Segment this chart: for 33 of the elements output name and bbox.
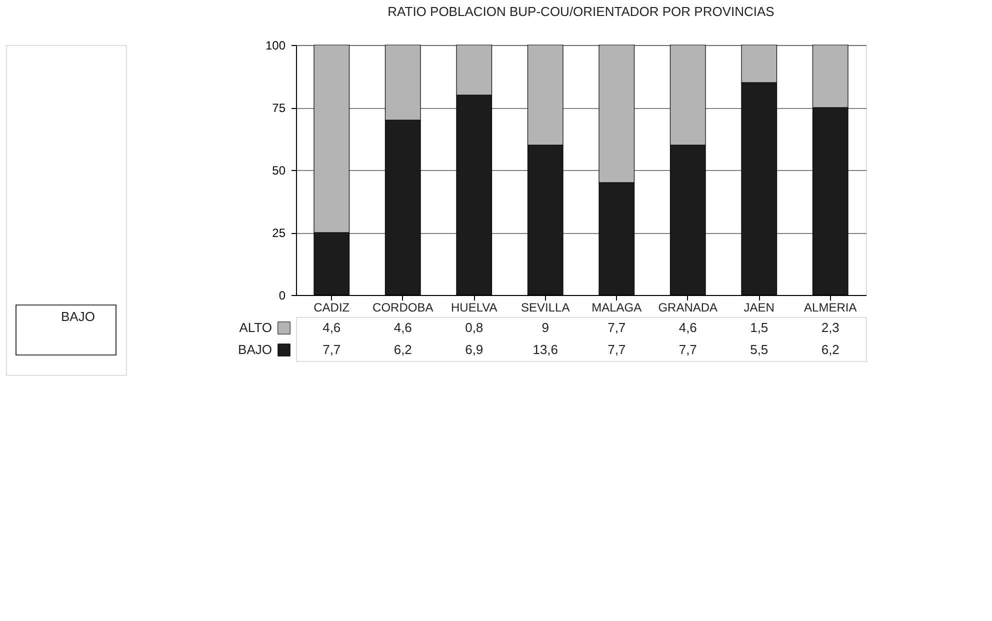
x-tick-label: HUELVA [451, 300, 498, 314]
y-tick-label: 50 [272, 164, 286, 178]
legend-label: BAJO [238, 342, 272, 357]
text: 1,5 [750, 320, 768, 335]
text: 7,7 [322, 342, 341, 357]
text: 5,5 [750, 342, 768, 357]
text: 0,8 [465, 320, 484, 335]
text: 2,3 [821, 320, 840, 335]
text: BAJO [61, 309, 95, 324]
x-tick-label: CADIZ [314, 300, 350, 314]
y-tick-label: 25 [272, 226, 286, 240]
text: 6,2 [394, 342, 412, 357]
x-tick-label: ALMERIA [804, 300, 857, 314]
legend-label: ALTO [239, 320, 272, 335]
text: 7,7 [608, 342, 626, 357]
y-tick-label: 75 [272, 101, 286, 115]
chart-title: RATIO POBLACION BUP-COU/ORIENTADOR POR PROVINCIAS [388, 4, 775, 19]
x-tick-label: MALAGA [592, 300, 642, 314]
text: 9 [542, 320, 549, 335]
text: 6,9 [465, 342, 484, 357]
text: 13,6 [532, 342, 558, 357]
text: 6,2 [821, 342, 840, 357]
text: 7,7 [608, 320, 626, 335]
text: 4,6 [394, 320, 412, 335]
x-tick-label: CORDOBA [372, 300, 434, 314]
x-tick-label: GRANADA [658, 300, 718, 314]
text: 7,7 [678, 342, 697, 357]
x-tick-label: JAEN [744, 300, 774, 314]
x-tick-label: SEVILLA [521, 300, 570, 314]
y-tick-label: 100 [265, 38, 286, 52]
text: 4,6 [322, 320, 341, 335]
y-tick-label: 0 [278, 288, 286, 302]
text: 4,6 [678, 320, 697, 335]
